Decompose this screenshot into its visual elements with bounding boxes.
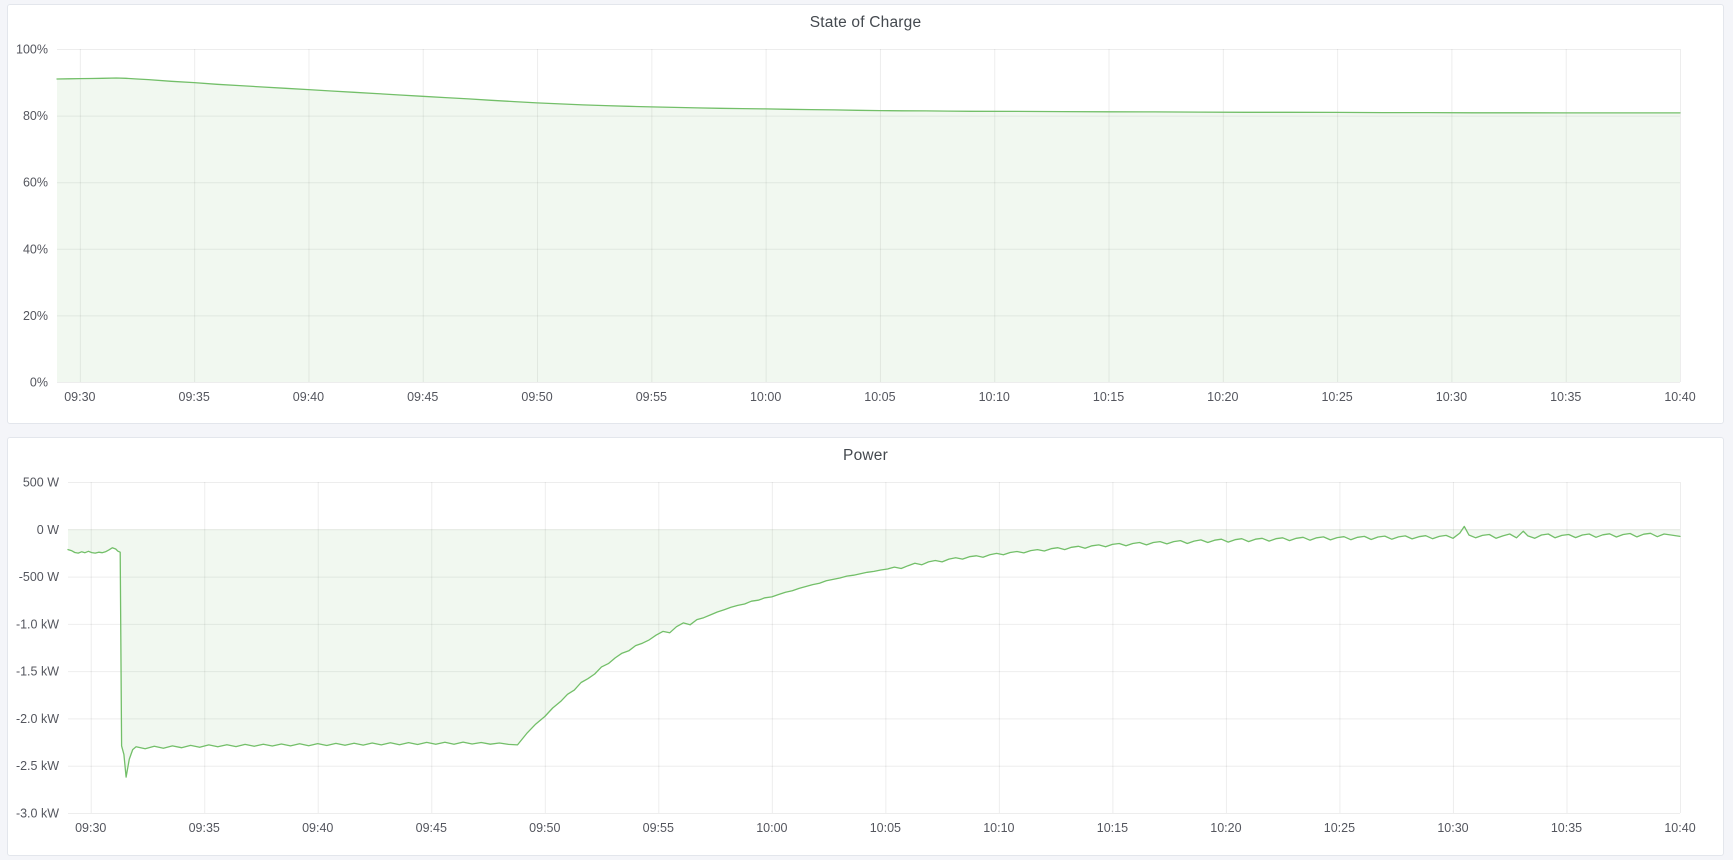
svg-text:0 W: 0 W <box>37 523 59 537</box>
gridlines <box>68 482 1681 814</box>
x-axis-labels: 09:30 09:35 09:40 09:45 09:50 09:55 10:00 10:05… <box>75 821 1696 835</box>
y-axis-labels: 100% 80% 60% 40% 20% 0% <box>16 43 48 390</box>
svg-text:10:20: 10:20 <box>1210 821 1241 835</box>
svg-text:09:40: 09:40 <box>293 390 324 404</box>
svg-text:-500 W: -500 W <box>19 570 59 584</box>
svg-text:-3.0 kW: -3.0 kW <box>16 807 59 821</box>
svg-text:09:35: 09:35 <box>189 821 220 835</box>
state-of-charge-chart[interactable]: 100% 80% 60% 40% 20% 0% 09:30 09:35 09:40 09:45 09… <box>8 5 1723 423</box>
y-axis-labels: 500 W 0 W -500 W -1.0 kW -1.5 kW -2.0 kW -2.5 … <box>16 476 59 821</box>
svg-text:09:50: 09:50 <box>529 821 560 835</box>
svg-text:10:10: 10:10 <box>979 390 1010 404</box>
svg-text:09:55: 09:55 <box>643 821 674 835</box>
svg-text:10:25: 10:25 <box>1321 390 1352 404</box>
svg-text:09:50: 09:50 <box>521 390 552 404</box>
power-chart[interactable]: 500 W 0 W -500 W -1.0 kW -1.5 kW -2.0 kW -2.5 … <box>8 438 1723 855</box>
svg-text:80%: 80% <box>23 109 48 123</box>
svg-text:10:35: 10:35 <box>1551 821 1582 835</box>
svg-text:10:40: 10:40 <box>1664 821 1695 835</box>
svg-text:09:40: 09:40 <box>302 821 333 835</box>
svg-text:10:10: 10:10 <box>983 821 1014 835</box>
svg-text:10:00: 10:00 <box>756 821 787 835</box>
svg-text:60%: 60% <box>23 176 48 190</box>
svg-text:40%: 40% <box>23 242 48 256</box>
chart-svg: 500 W 0 W -500 W -1.0 kW -1.5 kW -2.0 kW -2.5 … <box>16 476 1696 836</box>
svg-text:10:15: 10:15 <box>1097 821 1128 835</box>
svg-text:10:05: 10:05 <box>870 821 901 835</box>
svg-text:10:40: 10:40 <box>1664 390 1695 404</box>
svg-text:10:30: 10:30 <box>1436 390 1467 404</box>
svg-text:20%: 20% <box>23 309 48 323</box>
svg-text:09:45: 09:45 <box>407 390 438 404</box>
svg-text:10:05: 10:05 <box>864 390 895 404</box>
svg-text:09:35: 09:35 <box>179 390 210 404</box>
svg-text:0%: 0% <box>30 376 48 390</box>
x-axis-labels: 09:30 09:35 09:40 09:45 09:50 09:55 10:00 10:05… <box>64 390 1695 404</box>
series-area <box>68 526 1680 778</box>
series-area <box>57 78 1680 382</box>
svg-text:09:55: 09:55 <box>636 390 667 404</box>
svg-text:100%: 100% <box>16 43 48 57</box>
svg-text:500 W: 500 W <box>23 476 59 490</box>
svg-text:10:25: 10:25 <box>1324 821 1355 835</box>
panel-power: 500 W 0 W -500 W -1.0 kW -1.5 kW -2.0 kW -2.5 … <box>7 437 1724 856</box>
svg-text:-1.5 kW: -1.5 kW <box>16 665 59 679</box>
svg-text:09:30: 09:30 <box>75 821 106 835</box>
svg-text:10:35: 10:35 <box>1550 390 1581 404</box>
svg-text:10:30: 10:30 <box>1437 821 1468 835</box>
svg-text:09:30: 09:30 <box>64 390 95 404</box>
svg-text:09:45: 09:45 <box>416 821 447 835</box>
svg-text:-2.5 kW: -2.5 kW <box>16 759 59 773</box>
panel-state-of-charge: 100% 80% 60% 40% 20% 0% 09:30 09:35 09:40 09:45 09… <box>7 4 1724 424</box>
svg-text:-1.0 kW: -1.0 kW <box>16 617 59 631</box>
series-line <box>67 525 1681 778</box>
svg-text:-2.0 kW: -2.0 kW <box>16 712 59 726</box>
svg-text:10:20: 10:20 <box>1207 390 1238 404</box>
series-line <box>56 77 1681 114</box>
svg-text:10:00: 10:00 <box>750 390 781 404</box>
chart-svg: 100%80%60%40%20%0%09:30 09:35 09:40 09:45 09… <box>16 43 1696 405</box>
svg-text:10:15: 10:15 <box>1093 390 1124 404</box>
gridlines <box>57 49 1681 383</box>
